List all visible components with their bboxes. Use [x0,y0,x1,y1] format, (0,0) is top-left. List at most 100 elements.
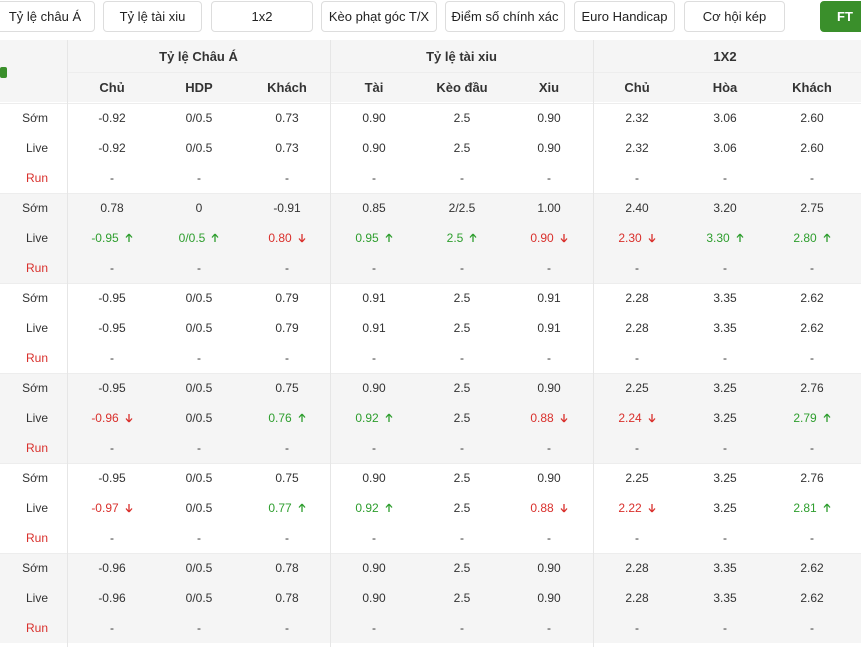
odds-value: - [547,171,551,185]
odds-value: -0.95 [98,471,126,485]
block-divider [0,373,861,374]
odds-cell: 2.30 [594,223,681,253]
odds-cell: 0.78 [69,193,156,223]
odds-value: 2.25 [625,471,649,485]
odds-cell: - [682,523,769,553]
odds-value: 2.62 [800,291,824,305]
tab[interactable]: Kèo phạt góc T/X [321,1,437,32]
odds-cell: 2.60 [769,103,856,133]
odds-cell: 0.78 [244,553,331,583]
odds-cell: 0.90 [331,553,418,583]
odds-cell: 0/0.5 [156,283,243,313]
odds-cell: -0.91 [244,193,331,223]
odds-cell: - [594,433,681,463]
tab[interactable]: Cơ hội kép [684,1,785,32]
odds-value: 0.90 [537,141,561,155]
odds-value: -0.92 [98,111,126,125]
odds-cell: -0.92 [69,133,156,163]
odds-cell: - [506,343,593,373]
odds-value: -0.95 [91,231,119,245]
odds-cell: 0.77 [244,493,331,523]
odds-cell: 0.73 [244,133,331,163]
odds-cell: - [331,523,418,553]
odds-cell: 2.62 [769,583,856,613]
odds-cell: - [331,253,418,283]
tab[interactable]: 1x2 [211,1,313,32]
odds-value: 2.28 [625,561,649,575]
odds-cell: 2.60 [769,133,856,163]
odds-cell: 2.76 [769,463,856,493]
odds-cell: 0.92 [331,403,418,433]
odds-value: -0.96 [98,561,126,575]
row-label: Sớm [22,471,48,485]
odds-cell: 3.30 [682,223,769,253]
odds-cell: - [156,433,243,463]
odds-value: - [372,531,376,545]
odds-value: 0.91 [537,291,561,305]
odds-cell: 3.06 [682,133,769,163]
odds-value: - [110,621,114,635]
row-shade [0,433,861,463]
odds-cell: - [244,433,331,463]
tab[interactable]: FT [820,1,861,32]
odds-value: - [285,171,289,185]
odds-cell: 2.5 [419,133,506,163]
tab[interactable]: Điểm số chính xác [445,1,565,32]
odds-value: 3.25 [713,381,737,395]
tab[interactable]: Euro Handicap [574,1,675,32]
odds-cell: - [69,433,156,463]
group-header: Tỷ lệ tài xiu [426,48,497,64]
odds-value: - [723,531,727,545]
odds-cell: - [769,343,856,373]
row-label: Live [25,501,48,515]
odds-cell: - [69,163,156,193]
odds-cell: - [594,343,681,373]
odds-value: - [110,261,114,275]
odds-value: 2.24 [618,411,642,425]
odds-cell: -0.95 [69,373,156,403]
odds-value: - [547,351,551,365]
odds-value: 0.88 [530,501,554,515]
odds-cell: 2.5 [419,103,506,133]
odds-cell: 0.90 [506,133,593,163]
odds-cell: 3.20 [682,193,769,223]
odds-cell: 0/0.5 [156,133,243,163]
odds-cell: - [156,163,243,193]
odds-cell: 0.90 [331,103,418,133]
odds-value: 2/2.5 [448,201,476,215]
row-shade [0,553,861,583]
trend-up [385,413,393,422]
row-shade [0,613,861,643]
odds-value: - [810,531,814,545]
trend-up [298,503,306,512]
odds-value: - [723,171,727,185]
odds-value: 0.90 [362,471,386,485]
odds-value: 2.5 [446,231,464,245]
block-divider [0,463,861,464]
column-header: Khách [267,79,307,95]
odds-cell: 2.5 [419,403,506,433]
odds-cell: - [682,433,769,463]
odds-cell: 2/2.5 [419,193,506,223]
odds-cell: 0.90 [331,133,418,163]
odds-cell: - [419,613,506,643]
odds-cell: 2.5 [419,373,506,403]
odds-cell: 2.28 [594,553,681,583]
odds-cell: 0.90 [506,373,593,403]
odds-value: 0.76 [268,411,292,425]
tab[interactable]: Tỷ lệ châu Á [0,1,95,32]
block-divider [0,103,861,104]
trend-down [648,234,656,243]
trend-up [385,503,393,512]
odds-cell: - [769,433,856,463]
column-header: HDP [185,79,213,95]
odds-cell: 0.80 [244,223,331,253]
odds-cell: 3.25 [682,493,769,523]
block-divider [0,553,861,554]
odds-cell: - [682,163,769,193]
odds-value: - [810,351,814,365]
odds-cell: 1.00 [506,193,593,223]
odds-cell: 0/0.5 [156,553,243,583]
tab[interactable]: Tỷ lệ tài xiu [103,1,202,32]
collapse-toggle[interactable] [0,67,7,78]
